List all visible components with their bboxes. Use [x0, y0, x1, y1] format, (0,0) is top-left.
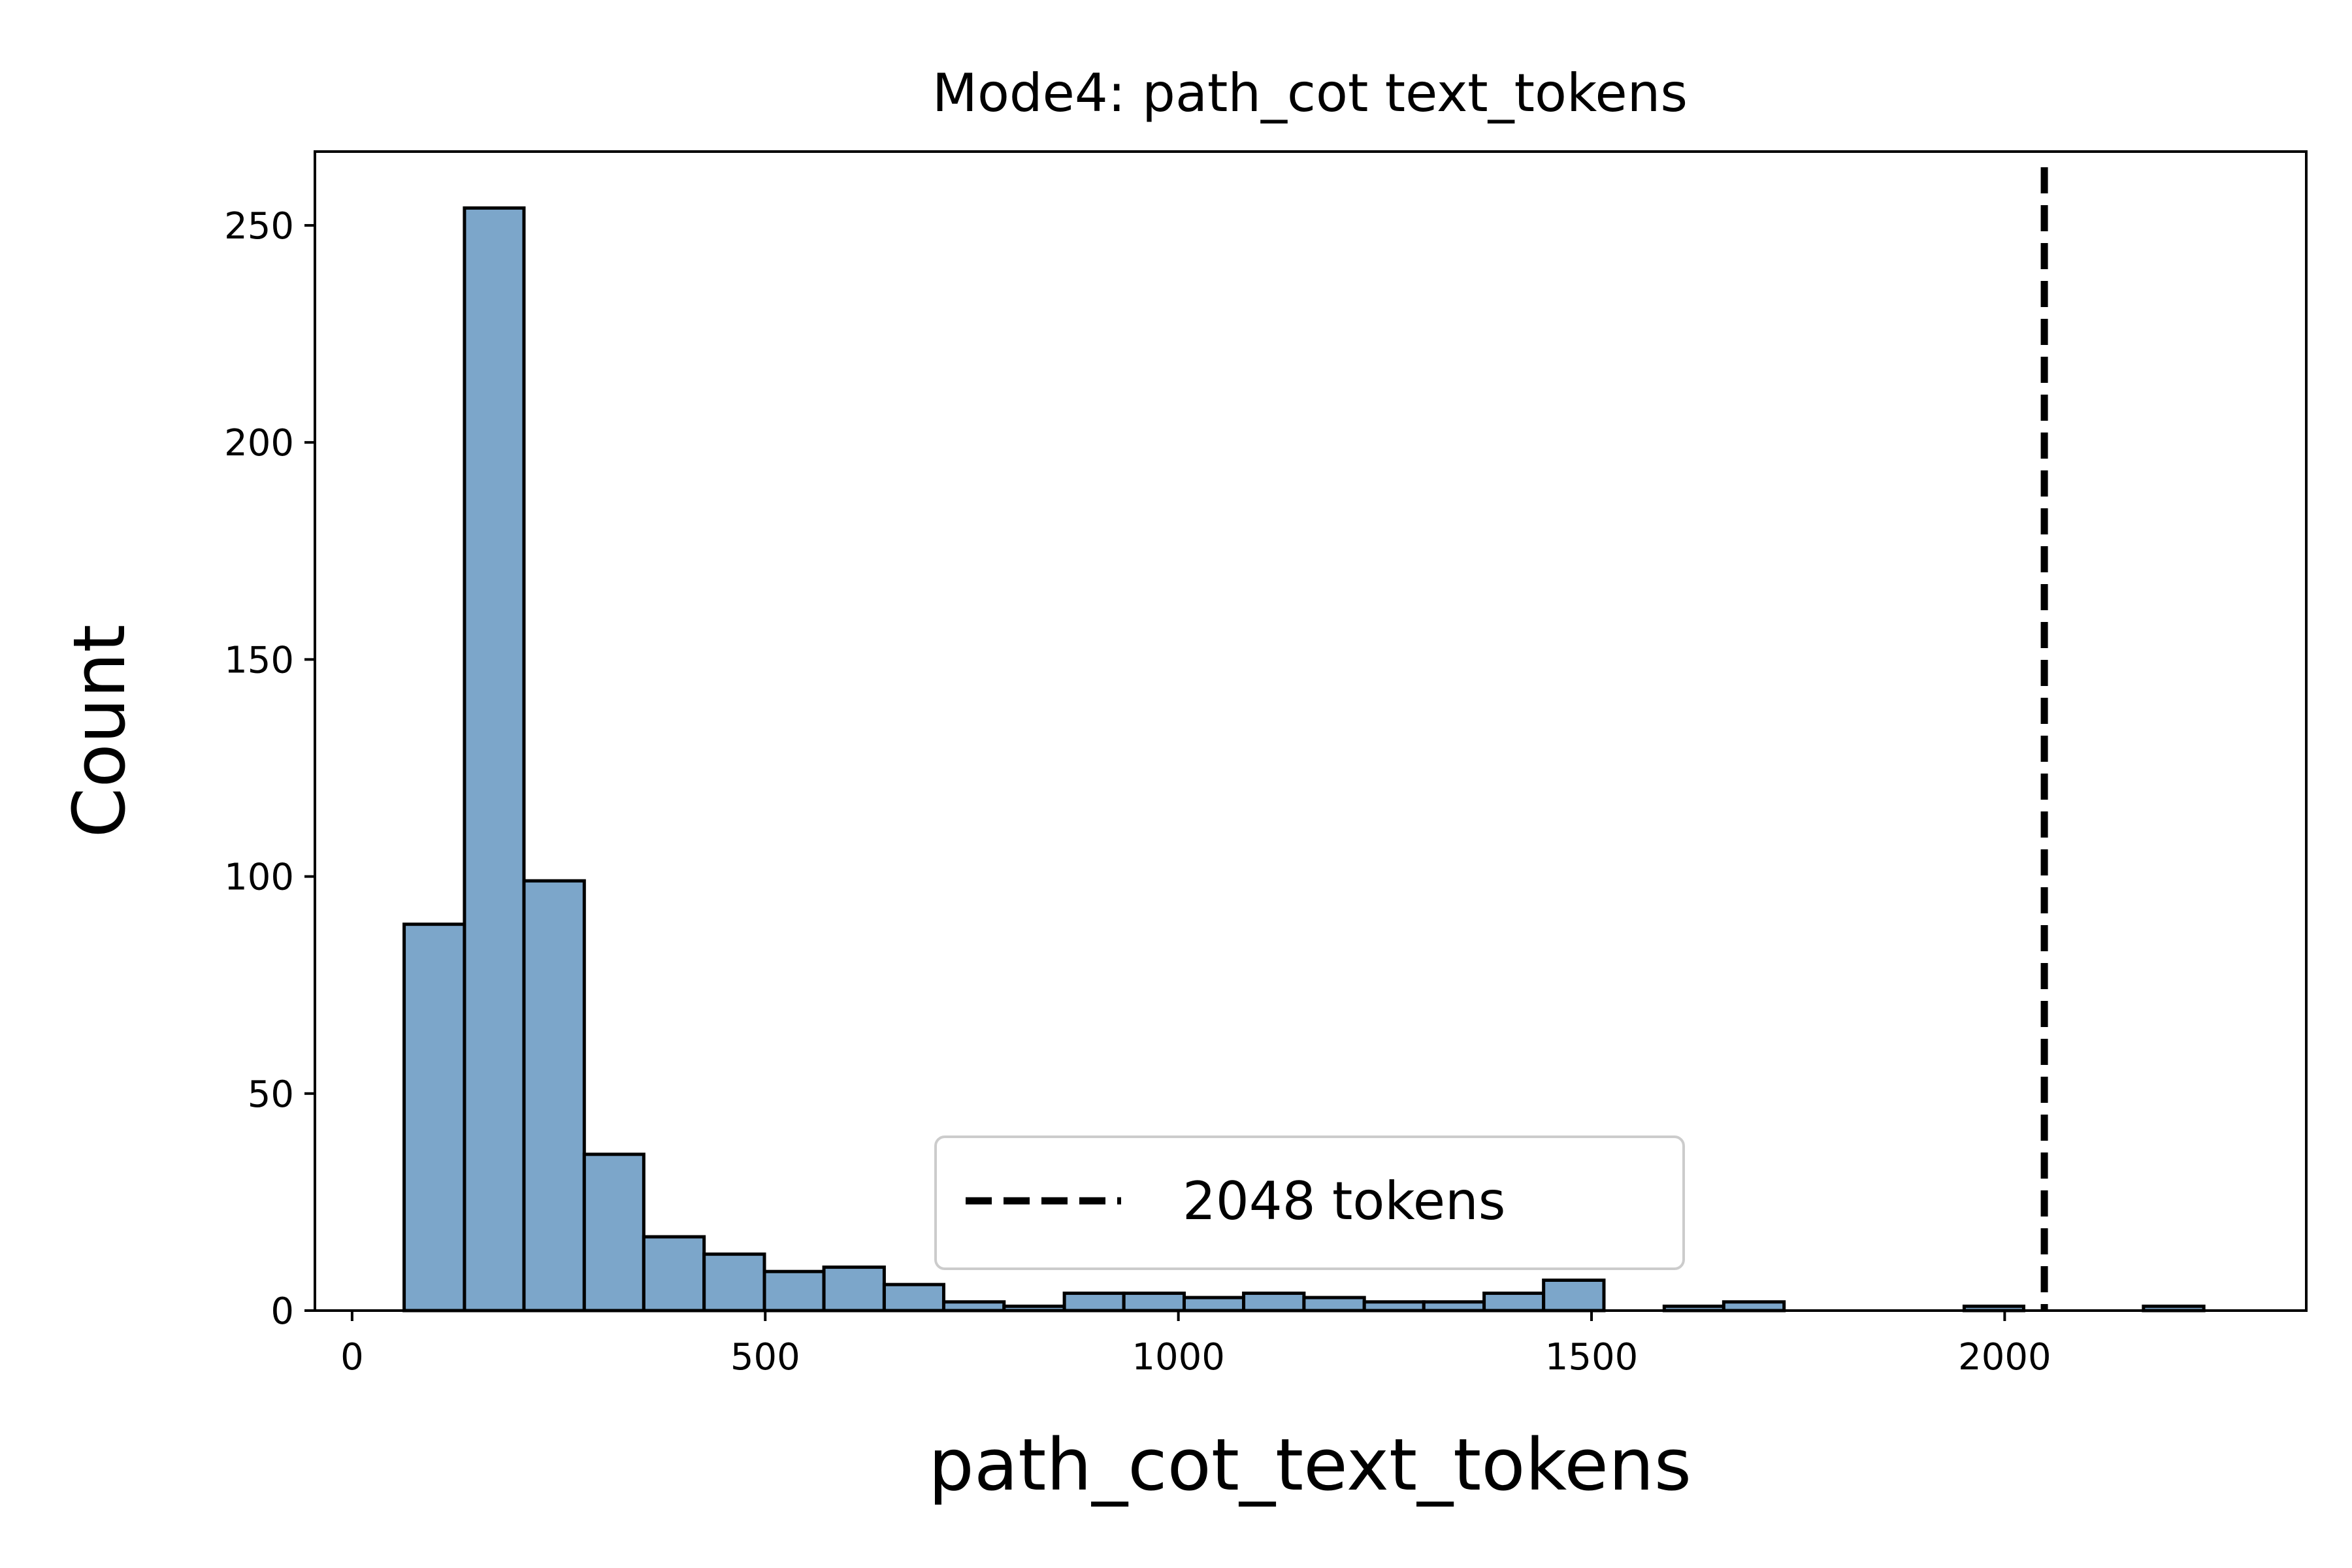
- x-tick-label: 1000: [1132, 1336, 1225, 1379]
- histogram-bar: [463, 206, 526, 1313]
- histogram-bar: [582, 1152, 645, 1313]
- y-axis-ticks: 0 50 100 150 200 250: [224, 205, 315, 1333]
- histogram-bar: [822, 1266, 886, 1313]
- y-tick-label: 250: [224, 205, 294, 248]
- histogram-bar: [1542, 1278, 1606, 1313]
- y-tick-label: 150: [224, 639, 294, 681]
- plot-frame: [314, 150, 2308, 1312]
- histogram-bar: [1242, 1291, 1306, 1313]
- y-axis-label: Count: [57, 625, 141, 838]
- histogram-bar: [882, 1282, 945, 1313]
- histogram-bar: [1182, 1296, 1246, 1313]
- y-tick-label: 0: [270, 1290, 294, 1333]
- histogram-bar: [1062, 1291, 1126, 1313]
- legend: 2048 tokens: [934, 1135, 1685, 1270]
- histogram-bar: [762, 1269, 826, 1313]
- histogram-bar: [1302, 1296, 1366, 1313]
- histogram-bar: [1122, 1291, 1186, 1313]
- y-tick-label: 200: [224, 422, 294, 465]
- x-tick-label: 2000: [1958, 1336, 2051, 1379]
- x-axis-ticks: 0 500 1000 1500 2000: [340, 1311, 2051, 1379]
- chart-title: Mode4: path_cot text_tokens: [932, 63, 1688, 123]
- histogram-bar: [702, 1252, 766, 1313]
- x-tick-label: 500: [730, 1336, 800, 1379]
- histogram-bar: [1482, 1291, 1546, 1313]
- y-tick-label: 100: [224, 857, 294, 899]
- x-tick-label: 1500: [1545, 1336, 1639, 1379]
- x-tick-label: 0: [340, 1336, 364, 1379]
- histogram-bar: [402, 923, 466, 1313]
- histogram-bars: [402, 206, 2206, 1313]
- histogram-bar: [522, 879, 586, 1313]
- legend-entry-label: 2048 tokens: [1183, 1171, 1505, 1232]
- y-tick-label: 50: [248, 1073, 294, 1116]
- histogram-bar: [642, 1235, 706, 1313]
- legend-box: [934, 1135, 1685, 1270]
- x-axis-label: path_cot_text_tokens: [928, 1423, 1691, 1507]
